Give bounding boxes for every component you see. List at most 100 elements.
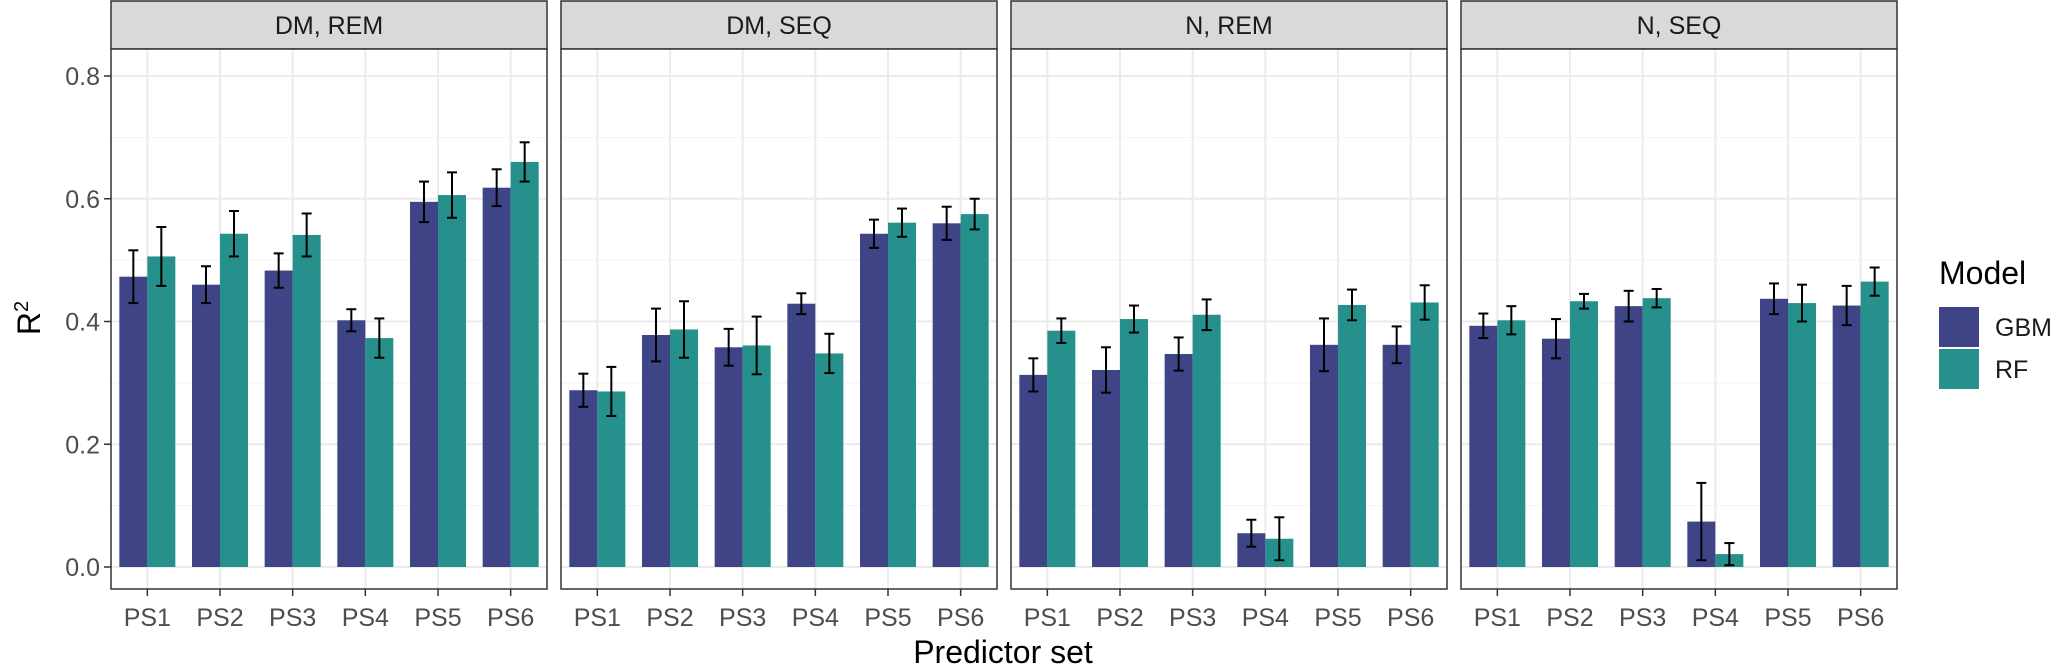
x-tick-label: PS3 xyxy=(1169,604,1216,632)
x-tick-label: PS4 xyxy=(1242,604,1289,632)
error-bar-rf xyxy=(606,365,617,418)
y-axis: 0.0 0.2 0.4 0.6 0.8 xyxy=(65,63,111,582)
bar-gbm xyxy=(932,223,961,568)
error-bar-rf xyxy=(751,315,762,376)
x-tick-label: PS4 xyxy=(792,604,839,632)
error-bar-rf xyxy=(1724,542,1735,567)
bar-rf xyxy=(1047,330,1076,567)
bar-rf xyxy=(742,345,771,567)
error-bar-rf xyxy=(824,332,835,375)
legend-swatch-gbm xyxy=(1939,307,1979,347)
x-tick-label: PS1 xyxy=(1024,604,1071,632)
legend-swatch-rf xyxy=(1939,349,1979,389)
legend-title: Model xyxy=(1939,255,2026,291)
bar-rf xyxy=(1120,319,1148,567)
bar-rf xyxy=(1410,302,1439,567)
error-bar-gbm xyxy=(1623,289,1634,323)
x-tick-label: PS5 xyxy=(1764,604,1811,632)
x-tick-label: PS6 xyxy=(487,604,534,632)
bar-rf xyxy=(1860,281,1889,567)
error-bar-gbm xyxy=(201,265,211,305)
facet-strip xyxy=(1010,0,1448,50)
bar-gbm xyxy=(714,347,743,567)
bar-gbm xyxy=(1469,325,1498,567)
y-axis-title-base: R xyxy=(11,312,47,335)
panel-border xyxy=(1460,48,1898,590)
bar-gbm xyxy=(1019,374,1048,567)
error-bar-gbm xyxy=(273,252,284,289)
y-axis-title-superscript: 2 xyxy=(11,301,33,312)
facet-panel: DM, SEQ PS1 PS2 PS3 PS4 PS5 PS6 xyxy=(560,0,998,632)
error-bar-rf xyxy=(1129,304,1139,334)
error-bar-rf xyxy=(1797,283,1807,323)
bar-rf xyxy=(510,161,539,568)
x-tick-label: PS1 xyxy=(574,604,621,632)
x-axis-title: Predictor set xyxy=(913,634,1093,670)
bar-rf xyxy=(292,234,321,567)
facet-strip-label: N, SEQ xyxy=(1637,12,1722,40)
error-bar-gbm xyxy=(1769,282,1779,316)
y-axis-title: R2 xyxy=(11,301,47,335)
bar-rf xyxy=(597,391,626,567)
error-bar-rf xyxy=(1201,298,1212,332)
error-bar-rf xyxy=(1056,317,1067,344)
x-tick-label: PS3 xyxy=(269,604,316,632)
bar-rf xyxy=(147,256,176,567)
y-tick-label: 0.0 xyxy=(65,554,100,582)
error-bar-gbm xyxy=(1101,346,1111,394)
facet-strip xyxy=(110,0,548,50)
error-bar-rf xyxy=(1869,266,1880,297)
legend-label-rf: RF xyxy=(1995,356,2028,384)
x-tick-label: PS2 xyxy=(646,604,693,632)
error-bar-rf xyxy=(1651,287,1662,309)
facet-panel: N, SEQ PS1 PS2 PS3 PS4 PS5 PS6 xyxy=(1460,0,1898,632)
facet-strip xyxy=(560,0,998,50)
bar-rf xyxy=(438,195,466,567)
error-bar-gbm xyxy=(941,205,952,241)
error-bar-gbm xyxy=(1028,357,1039,393)
bar-gbm xyxy=(1310,344,1338,567)
error-bar-gbm xyxy=(1319,317,1329,373)
panel-border xyxy=(110,48,548,590)
x-tick-label: PS6 xyxy=(1387,604,1434,632)
bar-rf xyxy=(365,338,394,567)
bar-rf xyxy=(888,222,916,567)
panel-background xyxy=(561,49,997,589)
bar-gbm xyxy=(1614,306,1643,567)
x-tick-label: PS5 xyxy=(1314,604,1361,632)
bar-rf xyxy=(1788,303,1816,567)
error-bar-rf xyxy=(229,210,239,258)
bar-gbm xyxy=(482,187,511,567)
error-bar-gbm xyxy=(491,168,502,208)
facet-strip xyxy=(1460,0,1898,50)
error-bar-gbm xyxy=(1173,336,1184,372)
x-tick-label: PS3 xyxy=(719,604,766,632)
error-bar-gbm xyxy=(128,249,139,305)
panel-background xyxy=(1011,49,1447,589)
panel-border xyxy=(560,48,998,590)
panel-background xyxy=(111,49,547,589)
facet-strip-label: DM, REM xyxy=(275,12,383,40)
error-bar-rf xyxy=(156,225,167,287)
error-bar-rf xyxy=(374,317,385,359)
y-tick-label: 0.8 xyxy=(65,63,100,91)
x-tick-label: PS6 xyxy=(1837,604,1884,632)
bar-gbm xyxy=(1542,338,1570,567)
bar-gbm xyxy=(410,201,438,567)
x-tick-label: PS2 xyxy=(1096,604,1143,632)
error-bar-gbm xyxy=(1478,312,1489,340)
error-bar-gbm xyxy=(1696,481,1707,562)
legend: Model GBM RF xyxy=(1939,255,2052,389)
x-tick-label: PS4 xyxy=(342,604,389,632)
bar-gbm xyxy=(787,303,816,567)
bar-gbm xyxy=(1164,354,1193,567)
error-bar-rf xyxy=(1506,305,1517,336)
x-tick-label: PS2 xyxy=(196,604,243,632)
error-bar-gbm xyxy=(1551,318,1561,360)
bar-gbm xyxy=(337,320,366,567)
bar-rf xyxy=(1570,301,1598,567)
bar-gbm xyxy=(119,276,148,567)
x-tick-label: PS5 xyxy=(414,604,461,632)
bar-rf xyxy=(815,353,844,567)
